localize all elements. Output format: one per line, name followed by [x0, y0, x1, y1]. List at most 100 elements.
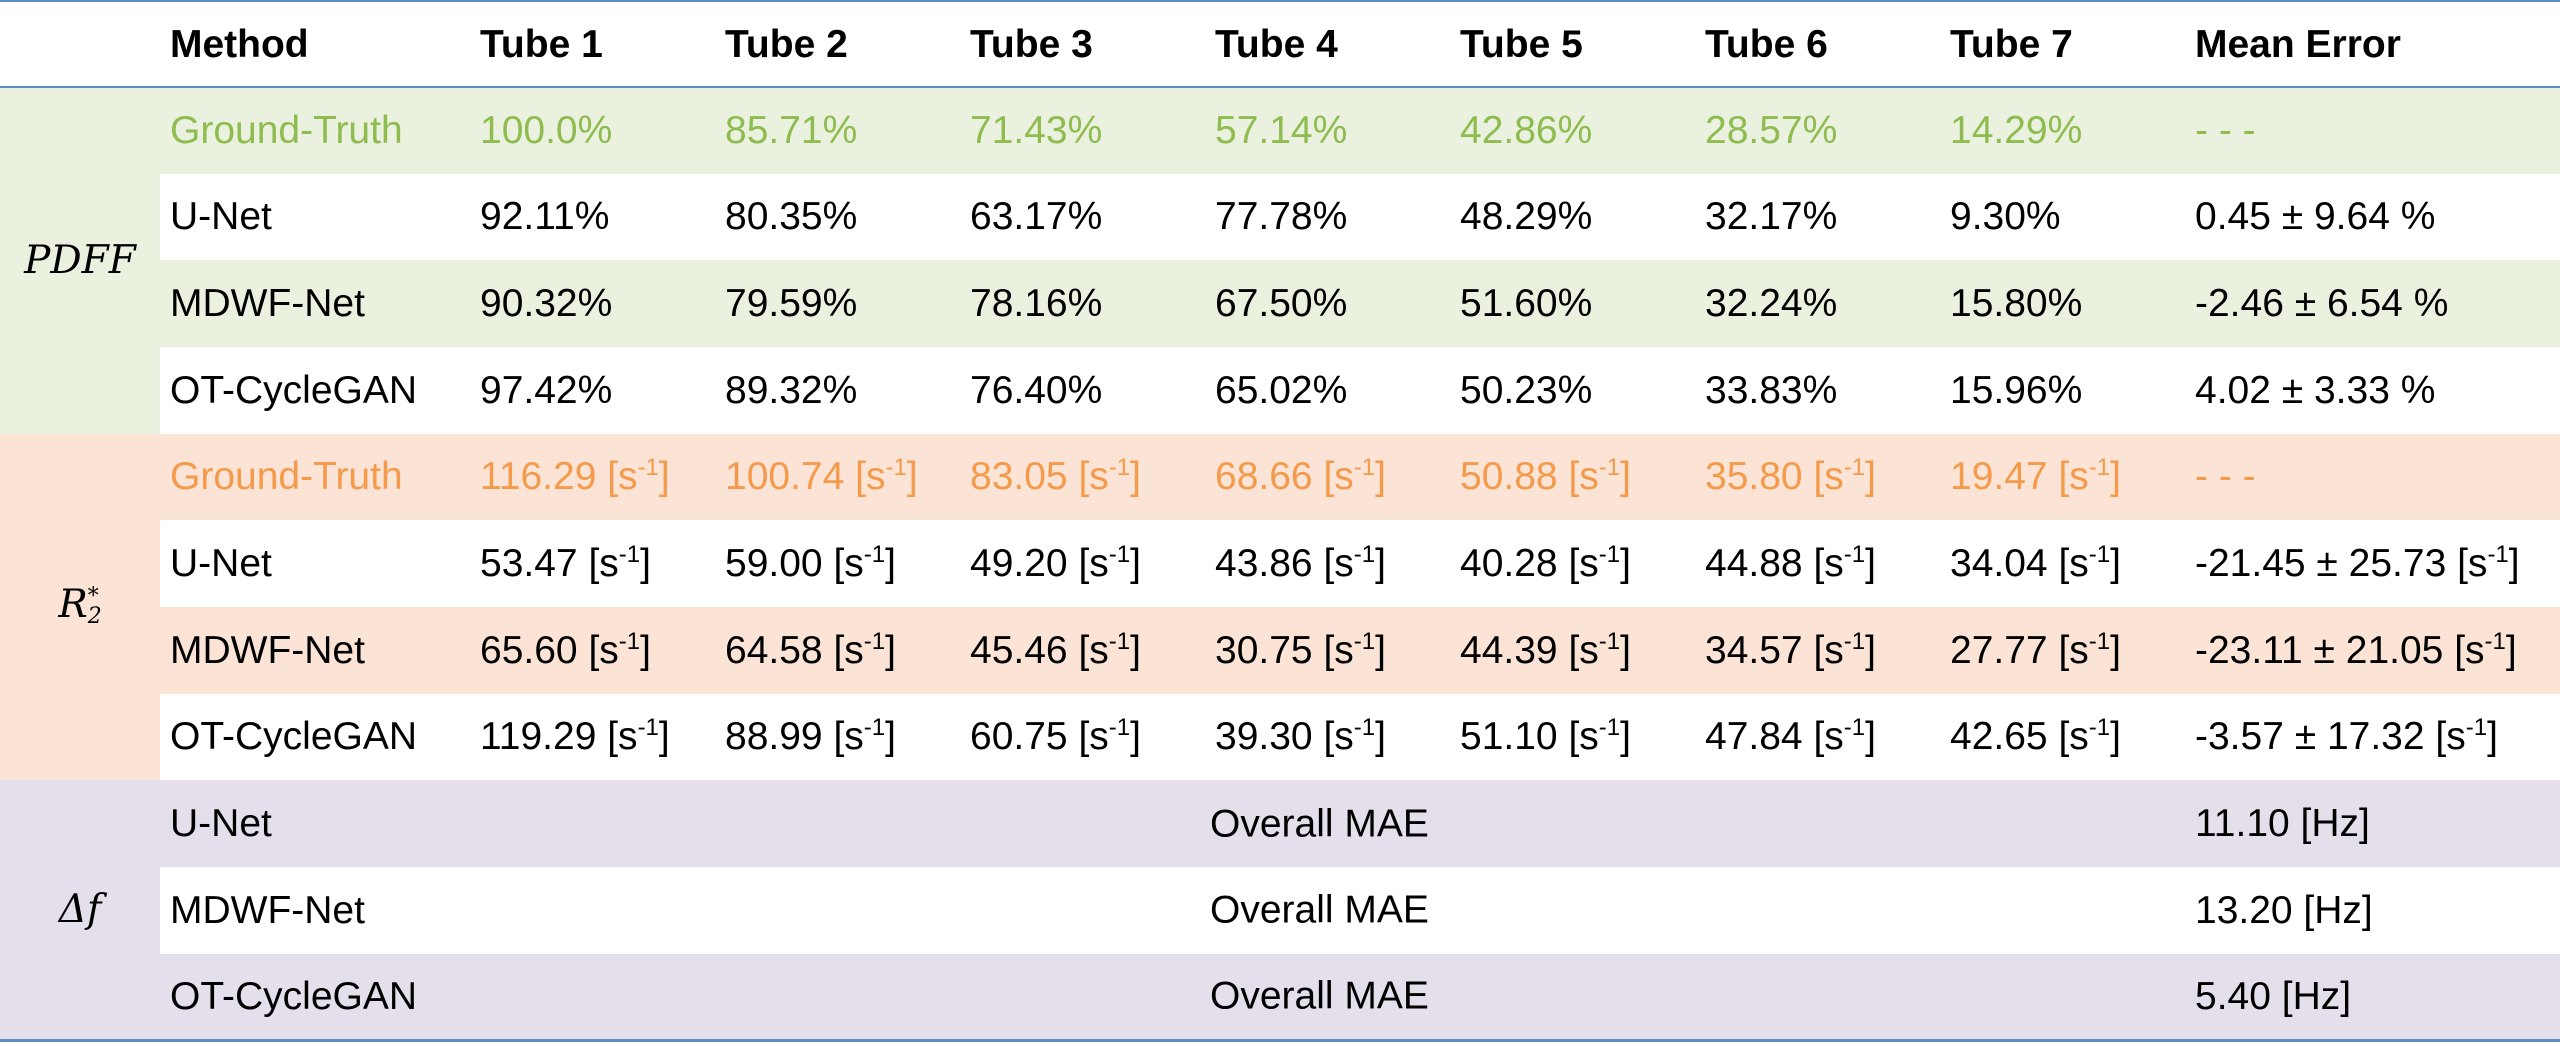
unit-exponent: -1 [863, 627, 886, 655]
value-cell: 42.86% [1450, 87, 1695, 174]
overall-mae-label: Overall MAE [1210, 974, 1429, 1018]
value-number: 51.10 [1460, 715, 1558, 759]
value-cell: 76.40% [960, 346, 1205, 434]
value-number: 64.58 [725, 628, 823, 672]
method-cell: U-Net [160, 520, 470, 607]
unit-close: ] [2110, 715, 2121, 759]
unit-exponent: -1 [1843, 541, 1866, 569]
unit-exponent: -1 [618, 541, 641, 569]
unit-exponent: -1 [1353, 454, 1376, 482]
overall-mae-label: Overall MAE [1210, 888, 1429, 932]
unit-exponent: -1 [2465, 714, 2488, 742]
value-cell: 9.30% [1940, 173, 2185, 261]
group-label-pdff: PDFF [0, 87, 160, 434]
value-cell: 49.20 [s-1] [960, 520, 1205, 607]
unit-open: [s [822, 715, 864, 759]
method-cell: MDWF-Net [160, 260, 470, 347]
unit-open: [s [1067, 628, 1109, 672]
value-cell: 30.75 [s-1] [1205, 606, 1450, 694]
method-cell: MDWF-Net [160, 866, 470, 954]
value-cell: 47.84 [s-1] [1695, 693, 1940, 781]
unit-exponent: -1 [637, 714, 659, 742]
unit-open: [s [1312, 455, 1354, 499]
value-cell: 97.42% [470, 346, 715, 434]
value-cell: 34.04 [s-1] [1940, 520, 2185, 607]
unit-close: ] [1620, 542, 1631, 586]
value-cell: 15.96% [1940, 346, 2185, 434]
value-cell: 100.74 [s-1] [715, 433, 960, 521]
unit-open: [s [2443, 628, 2485, 672]
mean-error-cell: -2.46 ± 6.54 % [2185, 260, 2560, 347]
value-cell: 68.66 [s-1] [1205, 433, 1450, 521]
unit-open: [s [1067, 715, 1109, 759]
mean-error-cell: - - - [2185, 433, 2560, 521]
pdff-group: PDFF Ground-Truth 100.0% 85.71% 71.43% 57.14%… [0, 87, 2560, 434]
value-cell: 116.29 [s-1] [470, 433, 715, 521]
value-cell: 44.39 [s-1] [1450, 606, 1695, 694]
unit-open: [s [1312, 628, 1354, 672]
value-cell: 51.60% [1450, 260, 1695, 347]
unit-close: ] [1375, 542, 1386, 586]
group-label-df-text: Δf [58, 886, 102, 932]
unit-exponent: -1 [863, 714, 886, 742]
value-number: 88.99 [725, 715, 823, 759]
value-number: 53.47 [480, 542, 578, 586]
unit-open: [s [822, 542, 864, 586]
value-cell: 59.00 [s-1] [715, 520, 960, 607]
value-cell: 14.29% [1940, 87, 2185, 174]
unit-close: ] [2505, 628, 2517, 672]
unit-close: ] [1865, 455, 1876, 499]
value-cell: 32.17% [1695, 173, 1940, 261]
value-number: 35.80 [1705, 455, 1803, 499]
unit-open: [s [577, 628, 619, 672]
unit-close: ] [1620, 715, 1631, 759]
method-cell: OT-CycleGAN [160, 953, 470, 1041]
unit-close: ] [885, 542, 896, 586]
unit-close: ] [1130, 628, 1141, 672]
unit-exponent: -1 [2088, 714, 2111, 742]
unit-exponent: -1 [885, 454, 907, 482]
header-mean-error: Mean Error [2185, 1, 2560, 87]
unit-open: [s [2047, 628, 2089, 672]
header-row: Method Tube 1 Tube 2 Tube 3 Tube 4 Tube … [0, 1, 2560, 87]
value-number: 50.88 [1460, 455, 1558, 499]
value-number: 59.00 [725, 542, 823, 586]
value-cell: 89.32% [715, 346, 960, 434]
overall-mae-cell: Overall MAE [470, 866, 2185, 954]
pdff-row: PDFF Ground-Truth 100.0% 85.71% 71.43% 57.14%… [0, 87, 2560, 434]
unit-exponent: -1 [1843, 714, 1866, 742]
r2-row: MDWF-Net 65.60 [s-1] 64.58 [s-1] 45.46 [s-1… [0, 606, 2560, 694]
unit-close: ] [1865, 715, 1876, 759]
value-cell: 80.35% [715, 173, 960, 261]
header-tube-4: Tube 4 [1205, 1, 1450, 87]
unit-exponent: -1 [618, 627, 641, 655]
unit-close: ] [2110, 628, 2121, 672]
unit-exponent: -1 [1108, 454, 1131, 482]
value-cell: 85.71% [715, 87, 960, 174]
unit-close: ] [1620, 628, 1631, 672]
unit-open: [s [1557, 628, 1599, 672]
method-cell: OT-CycleGAN [160, 693, 470, 781]
value-number: 100.74 [725, 455, 845, 499]
value-cell: 100.0% [470, 87, 715, 174]
unit-close: ] [885, 628, 896, 672]
method-cell: U-Net [160, 173, 470, 261]
unit-open: [s [2424, 715, 2466, 759]
value-cell: 34.57 [s-1] [1695, 606, 1940, 694]
value-cell: 43.86 [s-1] [1205, 520, 1450, 607]
unit-exponent: -1 [2088, 627, 2111, 655]
value-number: 34.04 [1950, 542, 2048, 586]
unit-exponent: -1 [1353, 541, 1376, 569]
unit-open: [s [2047, 715, 2089, 759]
value-cell: 92.11% [470, 173, 715, 261]
unit-open: [s [1557, 715, 1599, 759]
group-label-df: Δf [0, 780, 160, 1041]
value-cell: 65.02% [1205, 346, 1450, 434]
pdff-row: U-Net 92.11% 80.35% 63.17% 77.78% 48.29% 32.17… [0, 173, 2560, 261]
unit-close: ] [1375, 455, 1386, 499]
value-cell: 48.29% [1450, 173, 1695, 261]
value-cell: 64.58 [s-1] [715, 606, 960, 694]
unit-close: ] [1130, 455, 1141, 499]
mean-error-cell: -3.57 ± 17.32 [s-1] [2185, 693, 2560, 781]
